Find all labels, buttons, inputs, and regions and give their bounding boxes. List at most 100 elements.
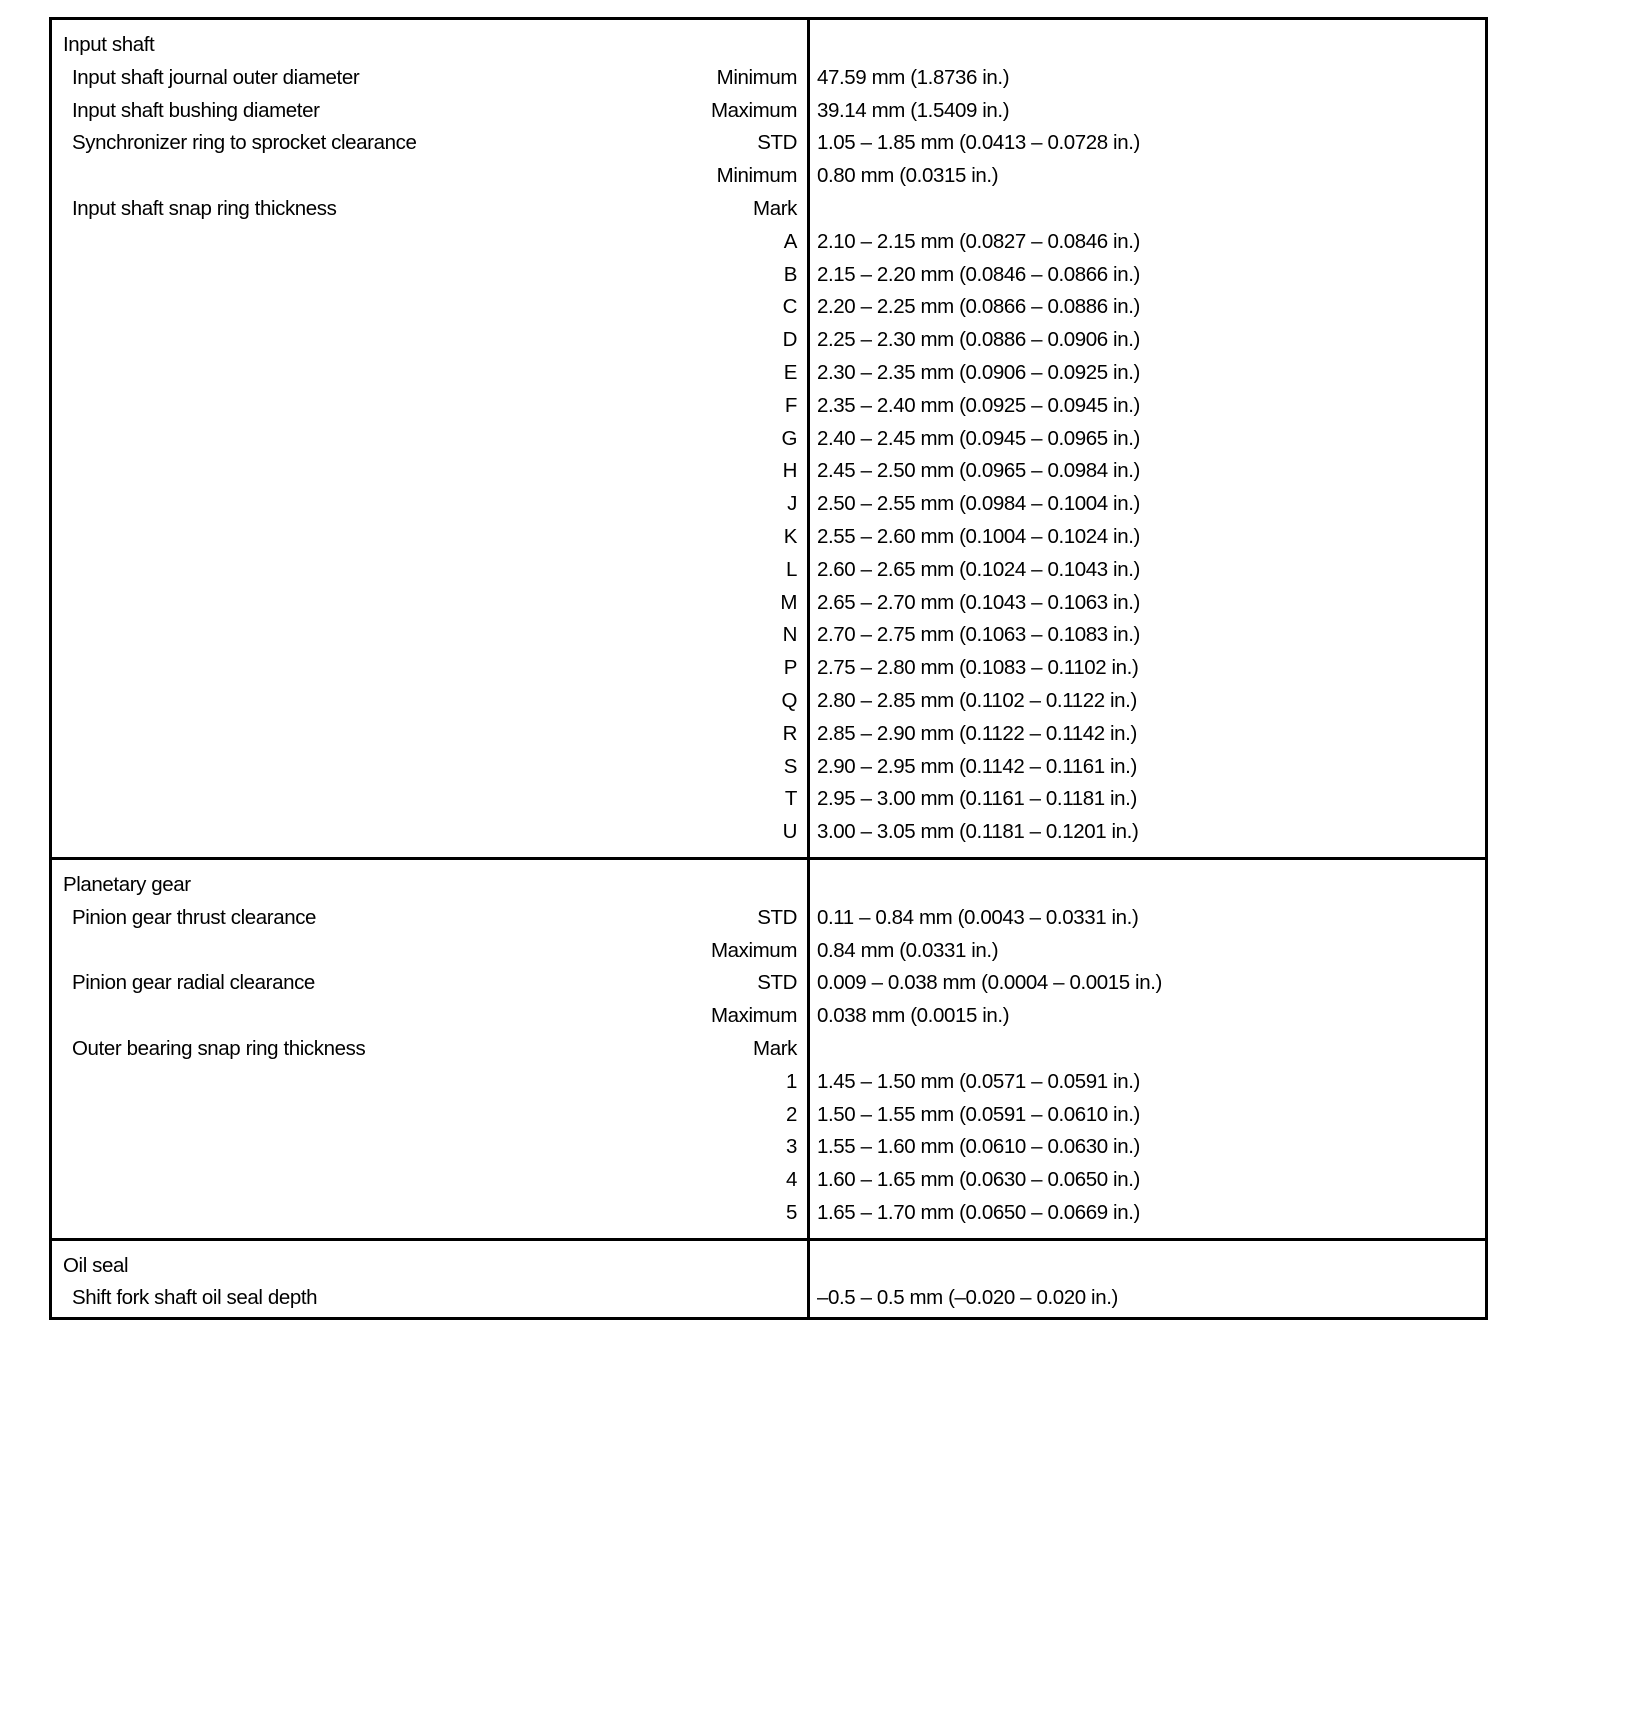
- left-cell: K: [52, 521, 807, 554]
- spec-value: 2.55 – 2.60 mm (0.1004 – 0.1024 in.): [817, 524, 1140, 548]
- left-cell: Input shaft journal outer diameter Minimu…: [52, 62, 807, 95]
- spec-label: [52, 259, 784, 292]
- spec-value: 0.11 – 0.84 mm (0.0043 – 0.0331 in.): [817, 905, 1139, 929]
- spec-label: [52, 935, 711, 968]
- spec-label: [52, 291, 783, 324]
- spec-value: 1.50 – 1.55 mm (0.0591 – 0.0610 in.): [817, 1102, 1140, 1126]
- spec-qualifier: 5: [785, 1200, 797, 1224]
- spec-label: Shift fork shaft oil seal depth: [72, 1286, 318, 1310]
- section-planetary-gear: Planetary gear Pinion gear thrust clearan…: [52, 856, 1485, 1238]
- left-cell: E: [52, 357, 807, 390]
- left-cell: Input shaft bushing diameter Maximum: [52, 95, 807, 128]
- spec-qualifier: K: [783, 524, 798, 548]
- spec-qualifier: J: [787, 492, 797, 516]
- spec-value: 2.15 – 2.20 mm (0.0846 – 0.0866 in.): [817, 262, 1140, 286]
- spec-label: [52, 718, 783, 751]
- spec-label: [52, 324, 783, 357]
- spec-row: Maximum 0.038 mm (0.0015 in.): [52, 1000, 1485, 1033]
- spec-qualifier: D: [782, 328, 798, 352]
- spec-qualifier: Mark: [753, 1036, 797, 1060]
- spec-row: Q 2.80 – 2.85 mm (0.1102 – 0.1122 in.): [52, 685, 1485, 718]
- spec-value: 2.25 – 2.30 mm (0.0886 – 0.0906 in.): [817, 328, 1140, 352]
- spec-row: T 2.95 – 3.00 mm (0.1161 – 0.1181 in.): [52, 783, 1485, 816]
- spec-value: 2.35 – 2.40 mm (0.0925 – 0.0945 in.): [817, 393, 1140, 417]
- spec-qualifier: R: [782, 721, 798, 745]
- spec-label: [52, 357, 784, 390]
- left-cell: Oil seal: [52, 1250, 807, 1283]
- spec-label: [52, 816, 783, 849]
- left-cell: 3: [52, 1131, 807, 1164]
- left-cell: T: [52, 783, 807, 816]
- spec-qualifier: Q: [781, 688, 797, 712]
- spec-label: [52, 521, 784, 554]
- spec-label: Input shaft bushing diameter: [72, 98, 320, 122]
- spec-label: [52, 619, 783, 652]
- spec-qualifier: M: [780, 590, 797, 614]
- left-cell: D: [52, 324, 807, 357]
- spec-value: 2.50 – 2.55 mm (0.0984 – 0.1004 in.): [817, 492, 1140, 516]
- left-cell: J: [52, 488, 807, 521]
- spec-row: Input shaft bushing diameter Maximum 39.14…: [52, 95, 1485, 128]
- spec-value: 1.55 – 1.60 mm (0.0610 – 0.0630 in.): [817, 1135, 1140, 1159]
- left-cell: N: [52, 619, 807, 652]
- left-cell: M: [52, 587, 807, 620]
- spec-row: M 2.65 – 2.70 mm (0.1043 – 0.1063 in.): [52, 587, 1485, 620]
- spec-qualifier: P: [783, 656, 798, 680]
- spec-label: Pinion gear radial clearance: [72, 971, 315, 995]
- left-cell: P: [52, 652, 807, 685]
- left-cell: L: [52, 554, 807, 587]
- spec-qualifier: B: [783, 262, 798, 286]
- spec-qualifier: E: [783, 360, 798, 384]
- spec-row: N 2.70 – 2.75 mm (0.1063 – 0.1083 in.): [52, 619, 1485, 652]
- spec-value: 2.65 – 2.70 mm (0.1043 – 0.1063 in.): [817, 590, 1140, 614]
- section-oil-seal: Oil seal Shift fork shaft oil seal depth –…: [52, 1237, 1485, 1318]
- spec-row: G 2.40 – 2.45 mm (0.0945 – 0.0965 in.): [52, 423, 1485, 456]
- left-cell: 2: [52, 1099, 807, 1132]
- spec-value: 2.60 – 2.65 mm (0.1024 – 0.1043 in.): [817, 557, 1140, 581]
- spec-row: S 2.90 – 2.95 mm (0.1142 – 0.1161 in.): [52, 751, 1485, 784]
- left-cell: A: [52, 226, 807, 259]
- spec-value: 47.59 mm (1.8736 in.): [817, 65, 1010, 89]
- spec-qualifier: STD: [757, 971, 797, 995]
- spec-qualifier: Maximum: [710, 98, 797, 122]
- spec-label: [52, 652, 784, 685]
- spec-value: 39.14 mm (1.5409 in.): [817, 98, 1010, 122]
- spec-label: [52, 455, 783, 488]
- spec-qualifier: Maximum: [710, 938, 797, 962]
- spec-value: 0.009 – 0.038 mm (0.0004 – 0.0015 in.): [817, 971, 1162, 995]
- spec-value: 2.10 – 2.15 mm (0.0827 – 0.0846 in.): [817, 229, 1140, 253]
- spec-value: 2.80 – 2.85 mm (0.1102 – 0.1122 in.): [817, 688, 1137, 712]
- section-title: Planetary gear: [63, 872, 191, 896]
- spec-value: [807, 1033, 817, 1066]
- spec-label: [52, 1164, 786, 1197]
- spec-qualifier: U: [782, 820, 798, 844]
- section-title: Input shaft: [63, 33, 155, 56]
- spec-value: 2.70 – 2.75 mm (0.1063 – 0.1083 in.): [817, 623, 1140, 647]
- left-cell: H: [52, 455, 807, 488]
- spec-row: 1 1.45 – 1.50 mm (0.0571 – 0.0591 in.): [52, 1066, 1485, 1099]
- left-cell: R: [52, 718, 807, 751]
- spec-qualifier: H: [782, 459, 798, 483]
- spec-label: [52, 1099, 786, 1132]
- spec-label: [52, 685, 781, 718]
- spec-qualifier: STD: [757, 131, 797, 155]
- specification-table: Input shaft Input shaft journal outer dia…: [49, 17, 1488, 1321]
- spec-label: Synchronizer ring to sprocket clearance: [72, 131, 417, 155]
- spec-value: 2.40 – 2.45 mm (0.0945 – 0.0965 in.): [817, 426, 1140, 450]
- spec-value: 1.05 – 1.85 mm (0.0413 – 0.0728 in.): [817, 131, 1140, 155]
- spec-qualifier: A: [783, 229, 798, 253]
- spec-qualifier: 1: [785, 1069, 797, 1093]
- section-title-row: Planetary gear: [52, 869, 1485, 902]
- spec-value: [807, 193, 817, 226]
- spec-label: Outer bearing snap ring thickness: [72, 1036, 366, 1060]
- spec-row: 4 1.60 – 1.65 mm (0.0630 – 0.0650 in.): [52, 1164, 1485, 1197]
- spec-row: 5 1.65 – 1.70 mm (0.0650 – 0.0669 in.): [52, 1197, 1485, 1230]
- spec-label: [52, 226, 784, 259]
- spec-label: [52, 488, 787, 521]
- spec-row: Shift fork shaft oil seal depth –0.5 – 0.…: [52, 1282, 1485, 1315]
- spec-row: D 2.25 – 2.30 mm (0.0886 – 0.0906 in.): [52, 324, 1485, 357]
- spec-row: P 2.75 – 2.80 mm (0.1083 – 0.1102 in.): [52, 652, 1485, 685]
- spec-label: [52, 1197, 786, 1230]
- spec-row: B 2.15 – 2.20 mm (0.0846 – 0.0866 in.): [52, 259, 1485, 292]
- spec-qualifier: 3: [785, 1135, 797, 1159]
